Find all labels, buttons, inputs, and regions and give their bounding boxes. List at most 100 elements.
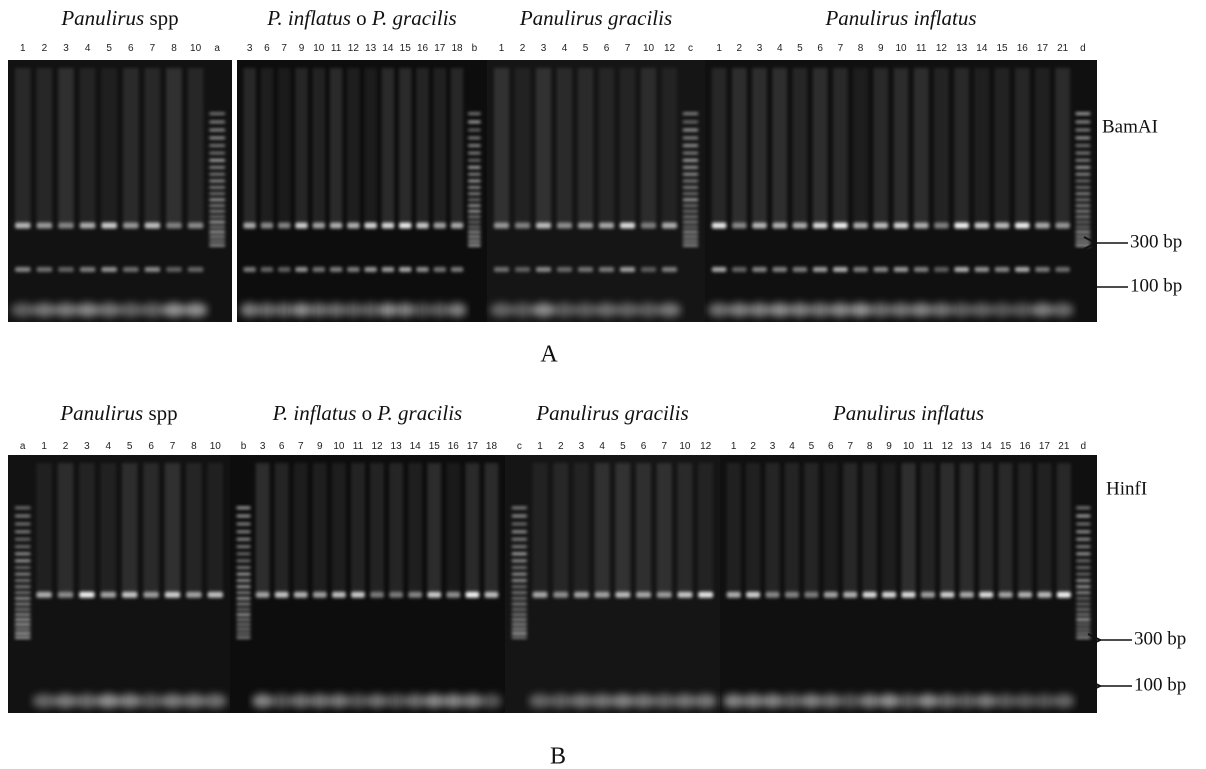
ladder-band (1076, 579, 1091, 582)
title-part: P. gracilis (371, 6, 457, 30)
primer-blob (1033, 694, 1056, 708)
lane-label: 6 (828, 441, 834, 452)
band (166, 266, 182, 272)
smear (465, 463, 480, 592)
smear (329, 68, 343, 223)
title-part: spp (143, 401, 177, 425)
lane-label: 1 (537, 441, 543, 452)
primer-blob (347, 694, 369, 708)
ladder-band (468, 173, 481, 176)
ladder-band (682, 144, 699, 147)
smear (920, 463, 935, 592)
lane-label: 18 (486, 441, 498, 452)
lane-label: 3 (63, 43, 69, 54)
primer-blob (869, 303, 892, 317)
ladder-band (1076, 566, 1091, 569)
band (312, 266, 326, 272)
smear (598, 68, 615, 223)
lane-label: d (1080, 43, 1086, 54)
smear (446, 463, 461, 592)
ladder-band (14, 522, 31, 526)
primer-blob (748, 303, 771, 317)
ladder-band (1075, 204, 1091, 207)
lane-label: 13 (365, 43, 377, 54)
band (974, 266, 990, 272)
band (752, 222, 767, 229)
ladder-band (682, 225, 699, 229)
band (450, 266, 464, 272)
primer-blob (1031, 303, 1054, 317)
group-title: P. inflatus o P. gracilis (272, 401, 462, 425)
band (640, 222, 657, 229)
smear (792, 68, 808, 223)
ladder-band (236, 522, 251, 526)
ladder-band (14, 579, 31, 582)
primer-blob (404, 694, 426, 708)
ladder-band (682, 166, 699, 169)
lane-label: 7 (838, 43, 844, 54)
band (577, 266, 594, 272)
title-part: o (356, 401, 377, 425)
ladder-band (511, 608, 527, 611)
ladder-band (1076, 545, 1091, 548)
ladder-band (468, 215, 481, 219)
lane-label: 14 (976, 43, 988, 54)
primer-blob (343, 303, 363, 317)
ladder-band (468, 235, 481, 238)
ladder-band (1075, 179, 1091, 183)
ladder-band (236, 506, 251, 510)
ladder-band (1075, 120, 1091, 124)
smear (913, 68, 929, 223)
smear (974, 68, 990, 223)
smear (636, 463, 652, 592)
primer-blob (274, 303, 294, 317)
lane-label: 13 (391, 441, 403, 452)
ladder-band (209, 151, 225, 155)
band (772, 266, 788, 272)
band (255, 591, 270, 598)
band (598, 266, 615, 272)
ladder-band (1076, 538, 1091, 541)
lane-label: 9 (317, 441, 323, 452)
ladder-band (1076, 636, 1091, 639)
lane-label: 3 (757, 43, 763, 54)
ladder-band (236, 613, 251, 616)
ladder-band (1076, 585, 1091, 588)
title-part: Panulirus inflatus (824, 6, 976, 30)
band (792, 222, 808, 229)
smear (732, 68, 747, 223)
ladder-band (1075, 112, 1091, 115)
lane-label: 9 (878, 43, 884, 54)
ladder-band (1076, 530, 1091, 533)
enzyme-label: HinfI (1106, 478, 1147, 499)
smear (207, 463, 224, 592)
ladder-band (511, 545, 527, 548)
lane-label: 4 (562, 43, 568, 54)
lane-label: 21 (1057, 43, 1069, 54)
title-part: Panulirus (59, 401, 143, 425)
band (732, 222, 747, 229)
lane-label: 2 (63, 441, 69, 452)
smear (164, 463, 181, 592)
band (535, 222, 552, 229)
ladder-band (468, 220, 481, 224)
lane-label: 13 (961, 441, 973, 452)
primer-blob (694, 694, 718, 708)
ladder-band (209, 166, 225, 169)
band (823, 591, 838, 598)
primer-blob (32, 303, 57, 317)
lane-label: 3 (579, 441, 585, 452)
ladder-band (14, 545, 31, 548)
ladder-band (236, 585, 251, 588)
primer-blob (461, 694, 483, 708)
primer-blob (430, 303, 450, 317)
primer-blob (552, 303, 577, 317)
gel (237, 60, 487, 322)
band (812, 266, 828, 272)
primer-blob (652, 694, 676, 708)
smear (312, 68, 326, 223)
title-part: P. inflatus (272, 401, 357, 425)
ladder-band (468, 166, 481, 169)
gel (230, 455, 505, 713)
lane-label: 14 (410, 441, 422, 452)
